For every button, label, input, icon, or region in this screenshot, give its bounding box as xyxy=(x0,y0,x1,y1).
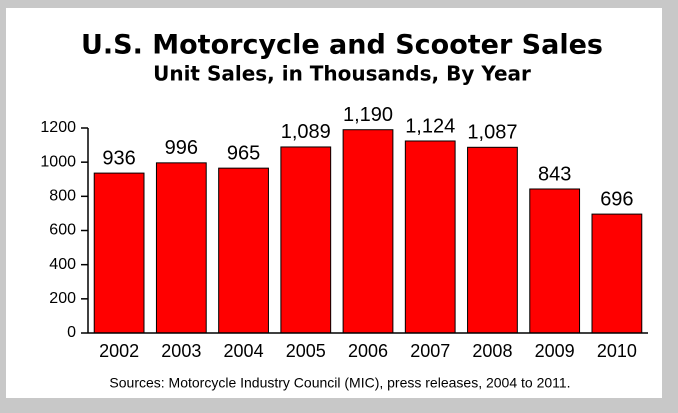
y-tick-label: 800 xyxy=(49,188,76,205)
x-tick-label: 2009 xyxy=(535,341,575,361)
bar xyxy=(591,213,643,334)
bar xyxy=(218,167,269,334)
source-note: Sources: Motorcycle Industry Council (MI… xyxy=(109,375,570,391)
value-label: 936 xyxy=(102,147,135,169)
value-label: 696 xyxy=(600,188,633,210)
y-tick-label: 200 xyxy=(49,290,76,307)
value-label: 843 xyxy=(538,163,571,185)
x-tick-label: 2006 xyxy=(348,341,388,361)
x-tick-label: 2008 xyxy=(472,341,512,361)
bar xyxy=(155,162,207,334)
y-tick-label: 0 xyxy=(67,324,76,341)
x-tick-label: 2007 xyxy=(410,341,450,361)
value-label: 996 xyxy=(165,137,198,159)
value-label: 1,124 xyxy=(405,115,455,137)
y-tick-label: 1200 xyxy=(40,119,76,136)
x-tick-label: 2002 xyxy=(99,341,139,361)
bar xyxy=(529,188,581,334)
chart-title: U.S. Motorcycle and Scooter Sales xyxy=(81,30,603,61)
y-tick-label: 400 xyxy=(49,256,76,273)
value-label: 1,089 xyxy=(281,121,331,143)
bar xyxy=(467,146,518,334)
bar xyxy=(404,140,456,334)
x-tick-label: 2005 xyxy=(286,341,326,361)
bar xyxy=(342,129,394,334)
chart-subtitle: Unit Sales, in Thousands, By Year xyxy=(153,62,531,86)
value-label: 1,087 xyxy=(467,122,517,144)
x-tick-label: 2003 xyxy=(161,341,201,361)
bar xyxy=(280,146,332,334)
value-label: 1,190 xyxy=(343,104,393,126)
bar xyxy=(93,172,145,334)
y-tick-label: 1000 xyxy=(40,153,76,170)
value-label: 965 xyxy=(227,142,260,164)
y-tick-label: 600 xyxy=(49,222,76,239)
x-tick-label: 2010 xyxy=(597,341,637,361)
x-tick-label: 2004 xyxy=(224,341,264,361)
